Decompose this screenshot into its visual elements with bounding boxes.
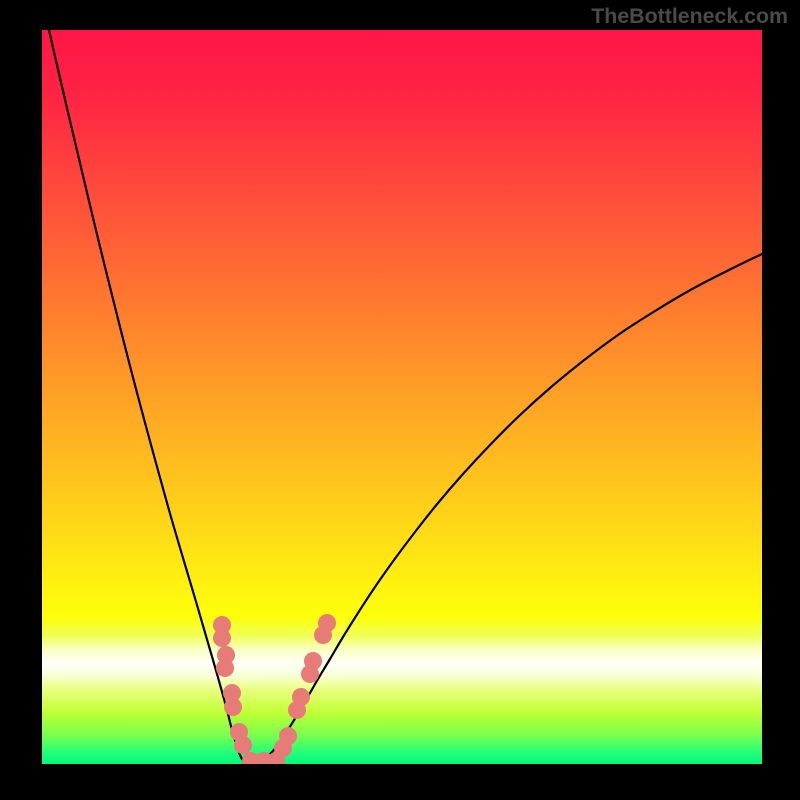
chart-container: TheBottleneck.com xyxy=(0,0,800,800)
data-marker xyxy=(304,652,322,670)
data-marker xyxy=(213,629,231,647)
plot-area xyxy=(42,30,762,764)
right-curve xyxy=(252,254,762,764)
data-marker xyxy=(216,659,234,677)
data-marker xyxy=(234,736,252,754)
watermark-text: TheBottleneck.com xyxy=(591,4,788,29)
data-marker xyxy=(279,727,297,745)
curve-layer xyxy=(42,30,762,764)
data-markers xyxy=(213,614,336,764)
data-marker xyxy=(292,688,310,706)
data-marker xyxy=(318,614,336,632)
data-marker xyxy=(224,698,242,716)
